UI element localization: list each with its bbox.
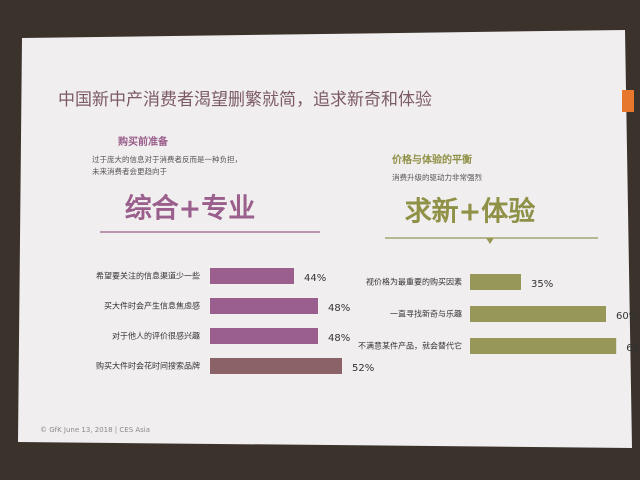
bar	[470, 306, 606, 322]
heading-pointer	[486, 238, 494, 244]
chart-title: 综合+专业	[125, 193, 256, 225]
description: 未来消费者会更趋向于	[92, 166, 167, 176]
description: 过于庞大的信息对于消费者反而是一种负担，	[92, 154, 242, 164]
description: 消费升级的驱动力非常强烈	[392, 172, 482, 182]
bar	[210, 268, 294, 284]
section-heading: 购买前准备	[118, 135, 169, 148]
category-label: 购买大件时会花时间搜索品牌	[96, 361, 200, 371]
value-label: 35%	[531, 279, 553, 290]
bar	[210, 328, 318, 344]
category-label: 不满意某件产品，就会替代它	[358, 341, 462, 351]
bar	[210, 298, 318, 314]
value-label: 52%	[352, 363, 374, 374]
logo-corner	[622, 90, 634, 112]
footnote: © GfK June 13, 2018 | CES Asia	[40, 426, 150, 434]
bar	[470, 274, 521, 290]
value-label: 48%	[328, 333, 350, 344]
category-label: 视价格为最重要的购买因素	[366, 277, 462, 287]
category-label: 希望要关注的信息渠道少一些	[96, 271, 200, 281]
category-label: 买大件时会产生信息焦虑感	[104, 301, 200, 311]
category-label: 一直寻找新奇与乐趣	[390, 309, 462, 319]
value-label: 44%	[304, 273, 326, 284]
section-heading: 价格与体验的平衡	[392, 153, 472, 166]
value-label: 63%	[626, 343, 640, 354]
bar	[470, 338, 617, 354]
chart-title: 求新+体验	[405, 196, 536, 228]
bar	[210, 358, 342, 374]
category-label: 对于他人的评价很感兴趣	[112, 331, 200, 341]
value-label: 60%	[616, 311, 638, 322]
value-label: 48%	[328, 303, 350, 314]
slide-title: 中国新中产消费者渴望删繁就简，追求新奇和体验	[58, 90, 432, 110]
